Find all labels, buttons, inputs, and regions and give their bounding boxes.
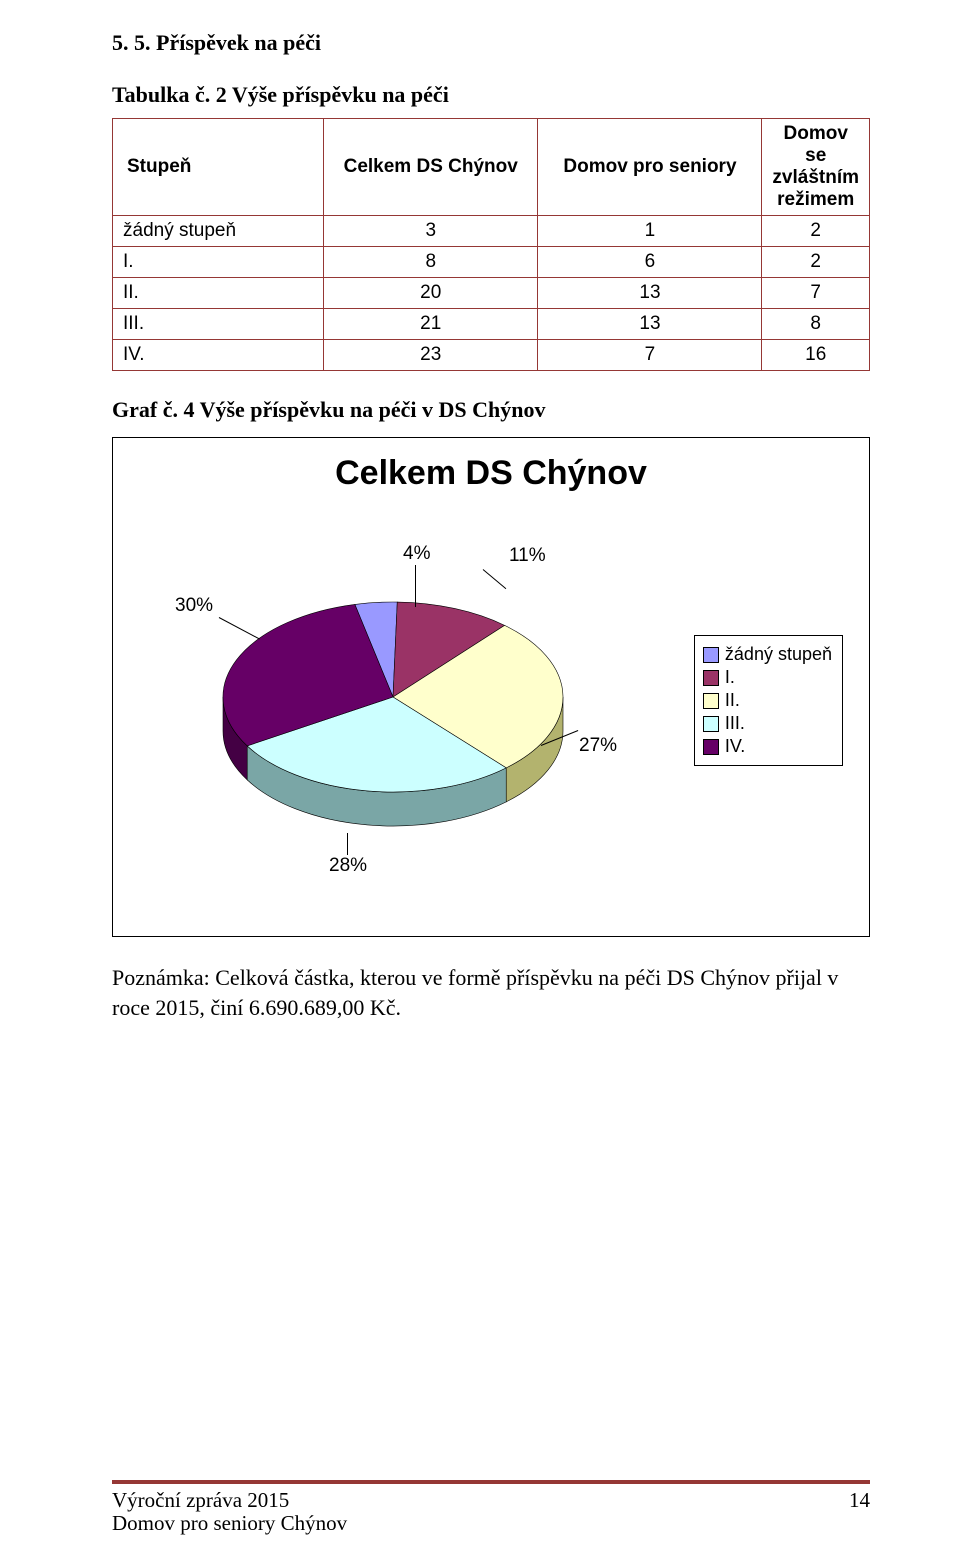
legend-label: žádný stupeň bbox=[725, 644, 832, 665]
footnote: Poznámka: Celková částka, kterou ve form… bbox=[112, 963, 870, 1022]
chart-body: 4% 11% 27% 28% 30% bbox=[133, 517, 849, 917]
care-allowance-table: Stupeň Celkem DS Chýnov Domov pro senior… bbox=[112, 118, 870, 371]
cell: 7 bbox=[538, 340, 762, 371]
section-heading: 5. 5. Příspěvek na péči bbox=[112, 30, 870, 56]
pie-chart-container: Celkem DS Chýnov 4% 11% 27% bbox=[112, 437, 870, 937]
legend-swatch bbox=[703, 670, 719, 686]
pct-label-2: 27% bbox=[579, 735, 617, 757]
footer-line1: Výroční zpráva 2015 bbox=[112, 1488, 347, 1513]
pct-text: 4% bbox=[403, 543, 430, 564]
pct-label-1: 11% bbox=[509, 545, 546, 567]
legend-swatch bbox=[703, 693, 719, 709]
chart-title: Celkem DS Chýnov bbox=[133, 454, 849, 493]
footer-line2: Domov pro seniory Chýnov bbox=[112, 1511, 347, 1536]
legend-label: II. bbox=[725, 690, 740, 711]
col-header: Domov pro seniory bbox=[538, 119, 762, 216]
legend-item: II. bbox=[703, 690, 832, 711]
pct-label-4: 30% bbox=[175, 595, 213, 617]
cell: 8 bbox=[762, 309, 870, 340]
cell: 8 bbox=[323, 247, 538, 278]
table-caption: Tabulka č. 2 Výše příspěvku na péči bbox=[112, 82, 870, 108]
legend-label: IV. bbox=[725, 736, 745, 757]
table-row: žádný stupeň 3 1 2 bbox=[113, 216, 870, 247]
table-header-row: Stupeň Celkem DS Chýnov Domov pro senior… bbox=[113, 119, 870, 216]
col-header: Domov se zvláštním režimem bbox=[762, 119, 870, 216]
legend-swatch bbox=[703, 739, 719, 755]
legend-label: III. bbox=[725, 713, 745, 734]
pie-wrap bbox=[203, 587, 583, 837]
legend-item: III. bbox=[703, 713, 832, 734]
col-header: Celkem DS Chýnov bbox=[323, 119, 538, 216]
cell: 16 bbox=[762, 340, 870, 371]
cell: 3 bbox=[323, 216, 538, 247]
pct-label-0: 4% bbox=[403, 543, 430, 565]
pct-text: 30% bbox=[175, 595, 213, 616]
pie-svg bbox=[203, 587, 583, 847]
row-label: II. bbox=[113, 278, 324, 309]
legend-item: I. bbox=[703, 667, 832, 688]
page-number: 14 bbox=[849, 1488, 870, 1536]
pct-text: 28% bbox=[329, 855, 367, 876]
cell: 13 bbox=[538, 309, 762, 340]
cell: 2 bbox=[762, 247, 870, 278]
cell: 13 bbox=[538, 278, 762, 309]
table-row: IV. 23 7 16 bbox=[113, 340, 870, 371]
cell: 2 bbox=[762, 216, 870, 247]
cell: 1 bbox=[538, 216, 762, 247]
legend-item: IV. bbox=[703, 736, 832, 757]
table-row: I. 8 6 2 bbox=[113, 247, 870, 278]
legend-swatch bbox=[703, 647, 719, 663]
row-label: III. bbox=[113, 309, 324, 340]
cell: 23 bbox=[323, 340, 538, 371]
cell: 7 bbox=[762, 278, 870, 309]
table-row: III. 21 13 8 bbox=[113, 309, 870, 340]
pct-text: 11% bbox=[509, 545, 546, 566]
pct-text: 27% bbox=[579, 735, 617, 756]
cell: 21 bbox=[323, 309, 538, 340]
legend: žádný stupeň I. II. III. bbox=[694, 635, 843, 766]
row-label: I. bbox=[113, 247, 324, 278]
legend-label: I. bbox=[725, 667, 735, 688]
legend-swatch bbox=[703, 716, 719, 732]
pct-label-3: 28% bbox=[329, 855, 367, 877]
cell: 20 bbox=[323, 278, 538, 309]
row-label: žádný stupeň bbox=[113, 216, 324, 247]
page-footer: Výroční zpráva 2015 Domov pro seniory Ch… bbox=[112, 1480, 870, 1536]
chart-caption: Graf č. 4 Výše příspěvku na péči v DS Ch… bbox=[112, 397, 870, 423]
table-row: II. 20 13 7 bbox=[113, 278, 870, 309]
cell: 6 bbox=[538, 247, 762, 278]
row-label: IV. bbox=[113, 340, 324, 371]
col-header: Stupeň bbox=[113, 119, 324, 216]
legend-item: žádný stupeň bbox=[703, 644, 832, 665]
